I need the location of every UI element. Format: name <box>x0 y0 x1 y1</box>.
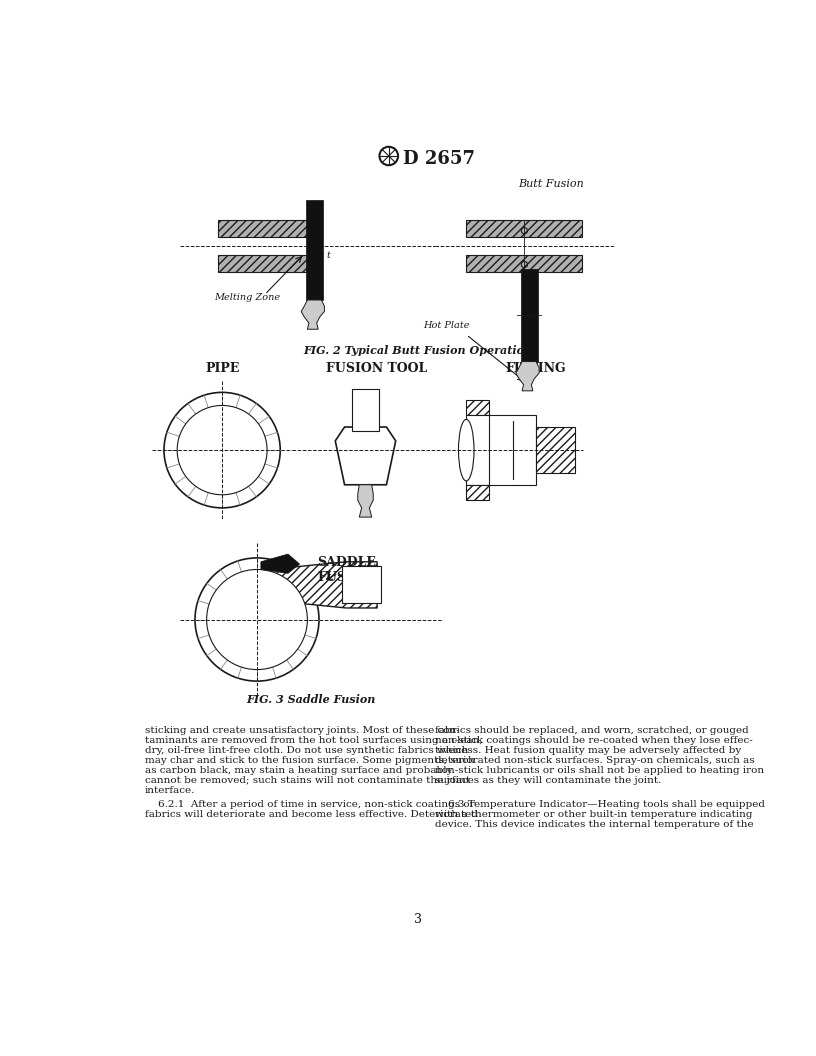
Polygon shape <box>335 427 396 485</box>
Text: with a thermometer or other built-in temperature indicating: with a thermometer or other built-in tem… <box>435 810 752 818</box>
Bar <box>466 485 490 501</box>
Polygon shape <box>268 562 377 608</box>
Text: PIPE: PIPE <box>205 361 239 375</box>
Bar <box>342 566 381 603</box>
Text: cannot be removed; such stains will not contaminate the joint: cannot be removed; such stains will not … <box>144 776 470 785</box>
Text: non-stick lubricants or oils shall not be applied to heating iron: non-stick lubricants or oils shall not b… <box>435 766 765 775</box>
Circle shape <box>164 393 280 508</box>
Text: FITTING: FITTING <box>506 361 566 375</box>
Text: tiveness. Heat fusion quality may be adversely affected by: tiveness. Heat fusion quality may be adv… <box>435 746 742 755</box>
Text: FIG. 3 Saddle Fusion: FIG. 3 Saddle Fusion <box>246 694 376 704</box>
Text: FUSION TOOL: FUSION TOOL <box>326 361 428 375</box>
Bar <box>306 200 323 300</box>
Bar <box>521 269 538 361</box>
Text: 6.2.1  After a period of time in service, non-stick coatings or: 6.2.1 After a period of time in service,… <box>144 799 474 809</box>
Bar <box>466 220 583 237</box>
Text: fabrics should be replaced, and worn, scratched, or gouged: fabrics should be replaced, and worn, sc… <box>435 725 749 735</box>
Text: SADDLE
FUSION: SADDLE FUSION <box>317 557 375 584</box>
Bar <box>466 400 490 415</box>
Bar <box>218 220 319 237</box>
Bar <box>218 256 319 272</box>
Circle shape <box>206 569 308 670</box>
Bar <box>466 415 536 485</box>
Circle shape <box>195 558 319 681</box>
Text: fabrics will deteriorate and become less effective. Deteriorated: fabrics will deteriorate and become less… <box>144 810 477 818</box>
Text: deteriorated non-stick surfaces. Spray-on chemicals, such as: deteriorated non-stick surfaces. Spray-o… <box>435 756 755 765</box>
Text: sticking and create unsatisfactory joints. Most of these con-: sticking and create unsatisfactory joint… <box>144 725 459 735</box>
Bar <box>466 256 583 272</box>
Text: t: t <box>326 251 330 261</box>
Polygon shape <box>357 485 373 517</box>
Text: Butt Fusion: Butt Fusion <box>519 178 584 189</box>
Polygon shape <box>516 361 539 391</box>
Text: Hot Plate: Hot Plate <box>424 321 470 331</box>
Text: Melting Zone: Melting Zone <box>215 293 281 302</box>
Text: 3: 3 <box>415 913 422 926</box>
Ellipse shape <box>459 419 474 480</box>
Circle shape <box>177 406 267 495</box>
Text: may char and stick to the fusion surface. Some pigments, such: may char and stick to the fusion surface… <box>144 756 474 765</box>
Text: FIG. 2 Typical Butt Fusion Operation: FIG. 2 Typical Butt Fusion Operation <box>304 345 533 356</box>
Text: device. This device indicates the internal temperature of the: device. This device indicates the intern… <box>435 819 754 829</box>
Text: dry, oil-free lint-free cloth. Do not use synthetic fabrics which: dry, oil-free lint-free cloth. Do not us… <box>144 746 468 755</box>
Circle shape <box>379 147 398 165</box>
Bar <box>352 389 379 431</box>
Bar <box>536 427 574 473</box>
Text: non-stick coatings should be re-coated when they lose effec-: non-stick coatings should be re-coated w… <box>435 736 753 744</box>
Text: interface.: interface. <box>144 786 195 795</box>
Text: surfaces as they will contaminate the joint.: surfaces as they will contaminate the jo… <box>435 776 662 785</box>
Text: as carbon black, may stain a heating surface and probably: as carbon black, may stain a heating sur… <box>144 766 452 775</box>
Polygon shape <box>301 300 325 329</box>
Text: taminants are removed from the hot tool surfaces using a clean,: taminants are removed from the hot tool … <box>144 736 482 744</box>
Text: 6.3 Temperature Indicator—Heating tools shall be equipped: 6.3 Temperature Indicator—Heating tools … <box>435 799 765 809</box>
Polygon shape <box>261 554 299 573</box>
Text: D 2657: D 2657 <box>403 150 475 168</box>
